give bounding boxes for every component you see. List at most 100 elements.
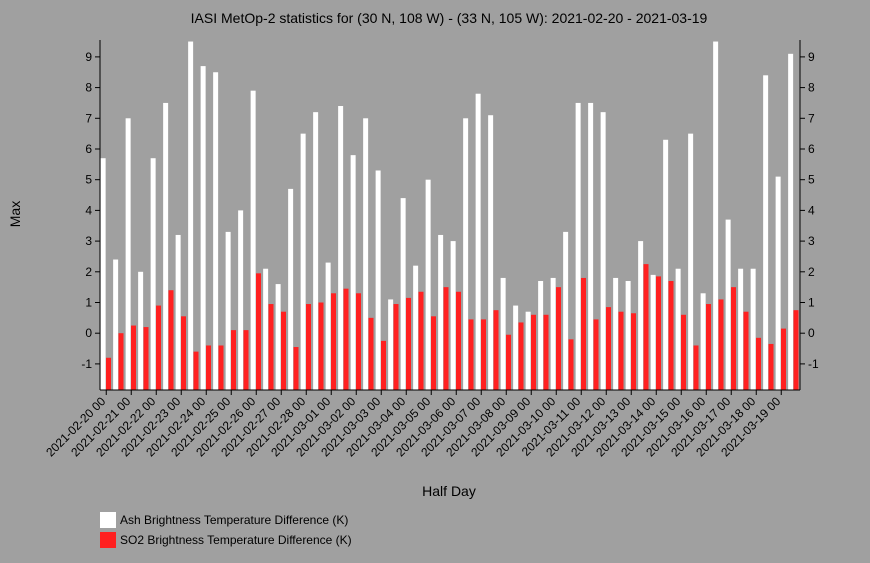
y-tick-label-right: 6	[808, 142, 815, 156]
y-tick-label-right: 8	[808, 81, 815, 95]
ash-bar	[750, 268, 756, 390]
ash-bar	[563, 231, 569, 390]
ash-bar	[313, 112, 319, 391]
ash-bar	[713, 41, 719, 390]
ash-bar	[413, 265, 419, 390]
so2-bar	[418, 291, 424, 390]
y-tick-label-right: 5	[808, 173, 815, 187]
so2-bar	[568, 339, 574, 390]
y-tick-label-right: 9	[808, 50, 815, 64]
ash-bar	[700, 293, 706, 390]
y-tick-label-right: 1	[808, 296, 815, 310]
so2-bar	[381, 340, 386, 390]
ash-bar	[250, 90, 256, 390]
so2-bar	[356, 293, 361, 390]
ash-bar	[275, 284, 281, 390]
ash-bar	[600, 112, 606, 391]
so2-bar	[518, 322, 524, 390]
ash-bar	[588, 102, 594, 390]
so2-bar	[406, 297, 411, 390]
so2-bar	[743, 311, 749, 390]
so2-bar	[681, 314, 686, 390]
ash-bar	[150, 158, 156, 390]
y-tick-label-left: 0	[85, 326, 92, 340]
ash-bar	[325, 262, 331, 390]
so2-bar	[168, 290, 174, 390]
y-tick-label-right: 4	[808, 203, 815, 217]
ash-bar	[388, 299, 394, 390]
y-tick-label-left: -1	[81, 357, 92, 371]
ash-bar	[113, 259, 119, 390]
ash-bar	[363, 118, 369, 390]
ash-bar	[425, 179, 431, 390]
y-tick-label-left: 1	[85, 296, 92, 310]
so2-bar	[506, 334, 511, 390]
so2-bar	[756, 337, 761, 390]
so2-bar	[193, 351, 199, 390]
so2-bar	[618, 311, 624, 390]
ash-bar	[100, 158, 106, 390]
so2-bar	[131, 325, 136, 390]
ash-bar	[175, 234, 181, 390]
legend: Ash Brightness Temperature Difference (K…	[100, 512, 352, 548]
ash-bar	[238, 210, 244, 390]
so2-bar	[306, 304, 311, 390]
ash-bar	[300, 133, 306, 390]
so2-bar	[556, 287, 561, 390]
y-tick-label-left: 8	[85, 81, 92, 95]
ash-bar	[475, 93, 481, 390]
ash-bar	[125, 118, 131, 390]
ash-bar	[288, 188, 294, 390]
ash-bar	[725, 219, 731, 390]
ash-bar	[625, 281, 631, 390]
ash-bar	[663, 139, 669, 390]
y-tick-label-left: 9	[85, 50, 92, 64]
so2-bar	[643, 264, 649, 390]
so2-bar	[606, 307, 611, 390]
so2-bar	[693, 345, 699, 390]
chart-title: IASI MetOp-2 statistics for (30 N, 108 W…	[191, 10, 708, 26]
so2-bar	[231, 330, 236, 390]
y-tick-label-right: 7	[808, 111, 815, 125]
so2-bar	[243, 330, 249, 390]
ash-bar	[613, 277, 619, 390]
ash-bar	[400, 198, 406, 390]
so2-bar	[206, 345, 211, 390]
ash-bar	[675, 268, 681, 390]
y-tick-label-right: 0	[808, 326, 815, 340]
legend-label-ash: Ash Brightness Temperature Difference (K…	[120, 513, 348, 527]
so2-bar	[668, 281, 674, 390]
so2-bar	[468, 319, 474, 390]
so2-bar	[256, 273, 261, 390]
so2-bar	[331, 293, 336, 390]
so2-bar	[156, 305, 161, 390]
so2-bar	[393, 304, 399, 390]
so2-bar	[656, 276, 661, 390]
so2-bar	[343, 288, 349, 390]
legend-label-so2: SO2 Brightness Temperature Difference (K…	[120, 533, 352, 547]
y-tick-label-right: 3	[808, 234, 815, 248]
y-tick-label-left: 7	[85, 111, 92, 125]
so2-bar	[493, 310, 499, 390]
y-tick-label-left: 3	[85, 234, 92, 248]
ash-bar	[163, 102, 169, 390]
so2-bar	[218, 345, 224, 390]
ash-bar	[575, 102, 581, 390]
ash-bar	[188, 41, 194, 390]
so2-bar	[368, 317, 374, 390]
ash-bar	[650, 274, 656, 390]
so2-bar	[531, 314, 536, 390]
so2-bar	[456, 291, 461, 390]
ash-bar	[450, 241, 456, 390]
ash-bar	[338, 106, 344, 390]
ash-bar	[688, 133, 694, 390]
ash-bar	[350, 155, 356, 390]
so2-bar	[268, 304, 274, 390]
so2-bar	[293, 347, 299, 390]
ash-bar	[513, 305, 519, 390]
x-axis-label: Half Day	[422, 483, 476, 499]
so2-bar	[731, 287, 736, 390]
so2-bar	[443, 287, 449, 390]
